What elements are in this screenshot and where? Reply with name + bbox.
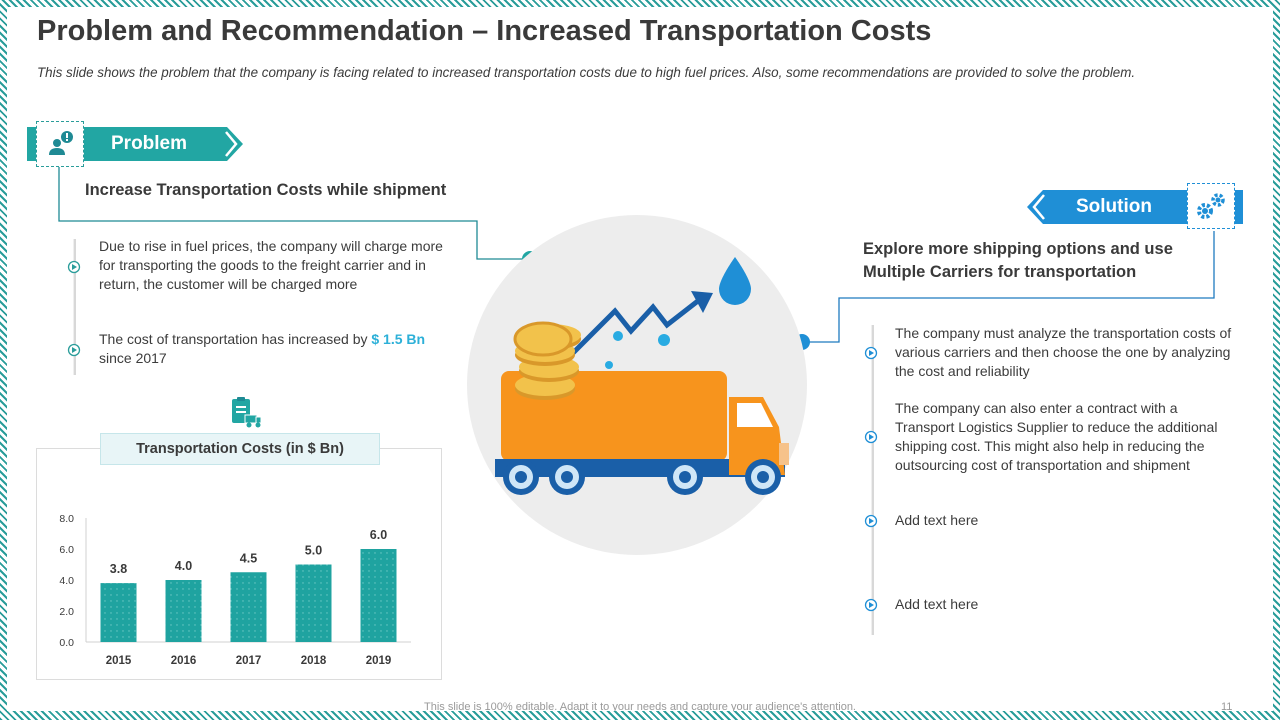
y-tick-label: 4.0 [59, 575, 74, 587]
y-tick-label: 8.0 [59, 513, 74, 525]
solution-point-3[interactable]: Add text here [895, 512, 979, 528]
growth-arrow-icon [569, 295, 705, 357]
solution-point-4[interactable]: Add text here [895, 596, 979, 612]
bullet-icon [67, 343, 81, 357]
coin-stack-icon [513, 321, 581, 400]
data-label: 5.0 [305, 544, 322, 558]
page-number: 11 [1221, 701, 1233, 711]
problem-point-1: Due to rise in fuel prices, the company … [99, 238, 443, 292]
problem-divider [73, 239, 76, 375]
data-label: 3.8 [110, 562, 127, 576]
bar-2017 [230, 572, 267, 642]
bar-2018 [295, 564, 332, 642]
bar-2015 [100, 583, 137, 642]
x-tick-label: 2015 [106, 655, 132, 667]
x-tick-label: 2018 [301, 655, 327, 667]
y-tick-label: 0.0 [59, 637, 74, 649]
truck-wheels [503, 459, 781, 495]
data-label: 6.0 [370, 528, 387, 542]
solution-icon-box [1187, 183, 1235, 229]
problem-point-2-suffix: since 2017 [99, 350, 167, 366]
gears-icon [1197, 193, 1225, 219]
problem-label: Problem [111, 133, 188, 154]
bullet-icon [864, 346, 878, 360]
problem-point-2: The cost of transportation has increased… [99, 330, 454, 368]
slide: Problem and Recommendation – Increased T… [7, 7, 1273, 711]
cost-increase-value: $ 1.5 Bn [371, 331, 426, 347]
chart-title: Transportation Costs (in $ Bn) [100, 433, 380, 465]
problem-icon-box [36, 121, 84, 167]
problem-point-2-text: The cost of transportation has increased… [99, 331, 368, 347]
bar-2019 [360, 549, 397, 642]
data-label: 4.0 [175, 559, 192, 573]
problem-heading: Increase Transportation Costs while ship… [85, 181, 447, 199]
footer-note: This slide is 100% editable. Adapt it to… [424, 701, 856, 711]
bullet-icon [864, 430, 878, 444]
y-tick-label: 6.0 [59, 544, 74, 556]
bullet-icon [67, 260, 81, 274]
bullet-icon [864, 514, 878, 528]
bar-chart: 0.0 2.0 4.0 6.0 8.0 3.8 2015 4.0 2016 4.5 2017 5.0 2… [59, 513, 411, 667]
y-tick-label: 2.0 [59, 606, 74, 618]
user-alert-icon [49, 131, 73, 155]
truck-illustration [467, 215, 807, 555]
page-subtitle: This slide shows the problem that the co… [37, 65, 1136, 80]
solution-divider [871, 325, 874, 635]
x-tick-label: 2019 [366, 655, 392, 667]
fuel-drop-icon [719, 257, 751, 305]
data-label: 4.5 [240, 551, 257, 565]
solution-point-2: The company can also enter a contract wi… [895, 400, 1218, 473]
bar-2016 [165, 580, 202, 642]
page-title: Problem and Recommendation – Increased T… [37, 15, 932, 47]
solution-label: Solution [1076, 196, 1152, 217]
x-tick-label: 2016 [171, 655, 197, 667]
solution-point-1: The company must analyze the transportat… [895, 325, 1232, 379]
x-tick-label: 2017 [236, 655, 262, 667]
solution-heading: Explore more shipping options and use Mu… [863, 240, 1173, 281]
truck-document-icon [232, 397, 262, 428]
bullet-icon [864, 598, 878, 612]
